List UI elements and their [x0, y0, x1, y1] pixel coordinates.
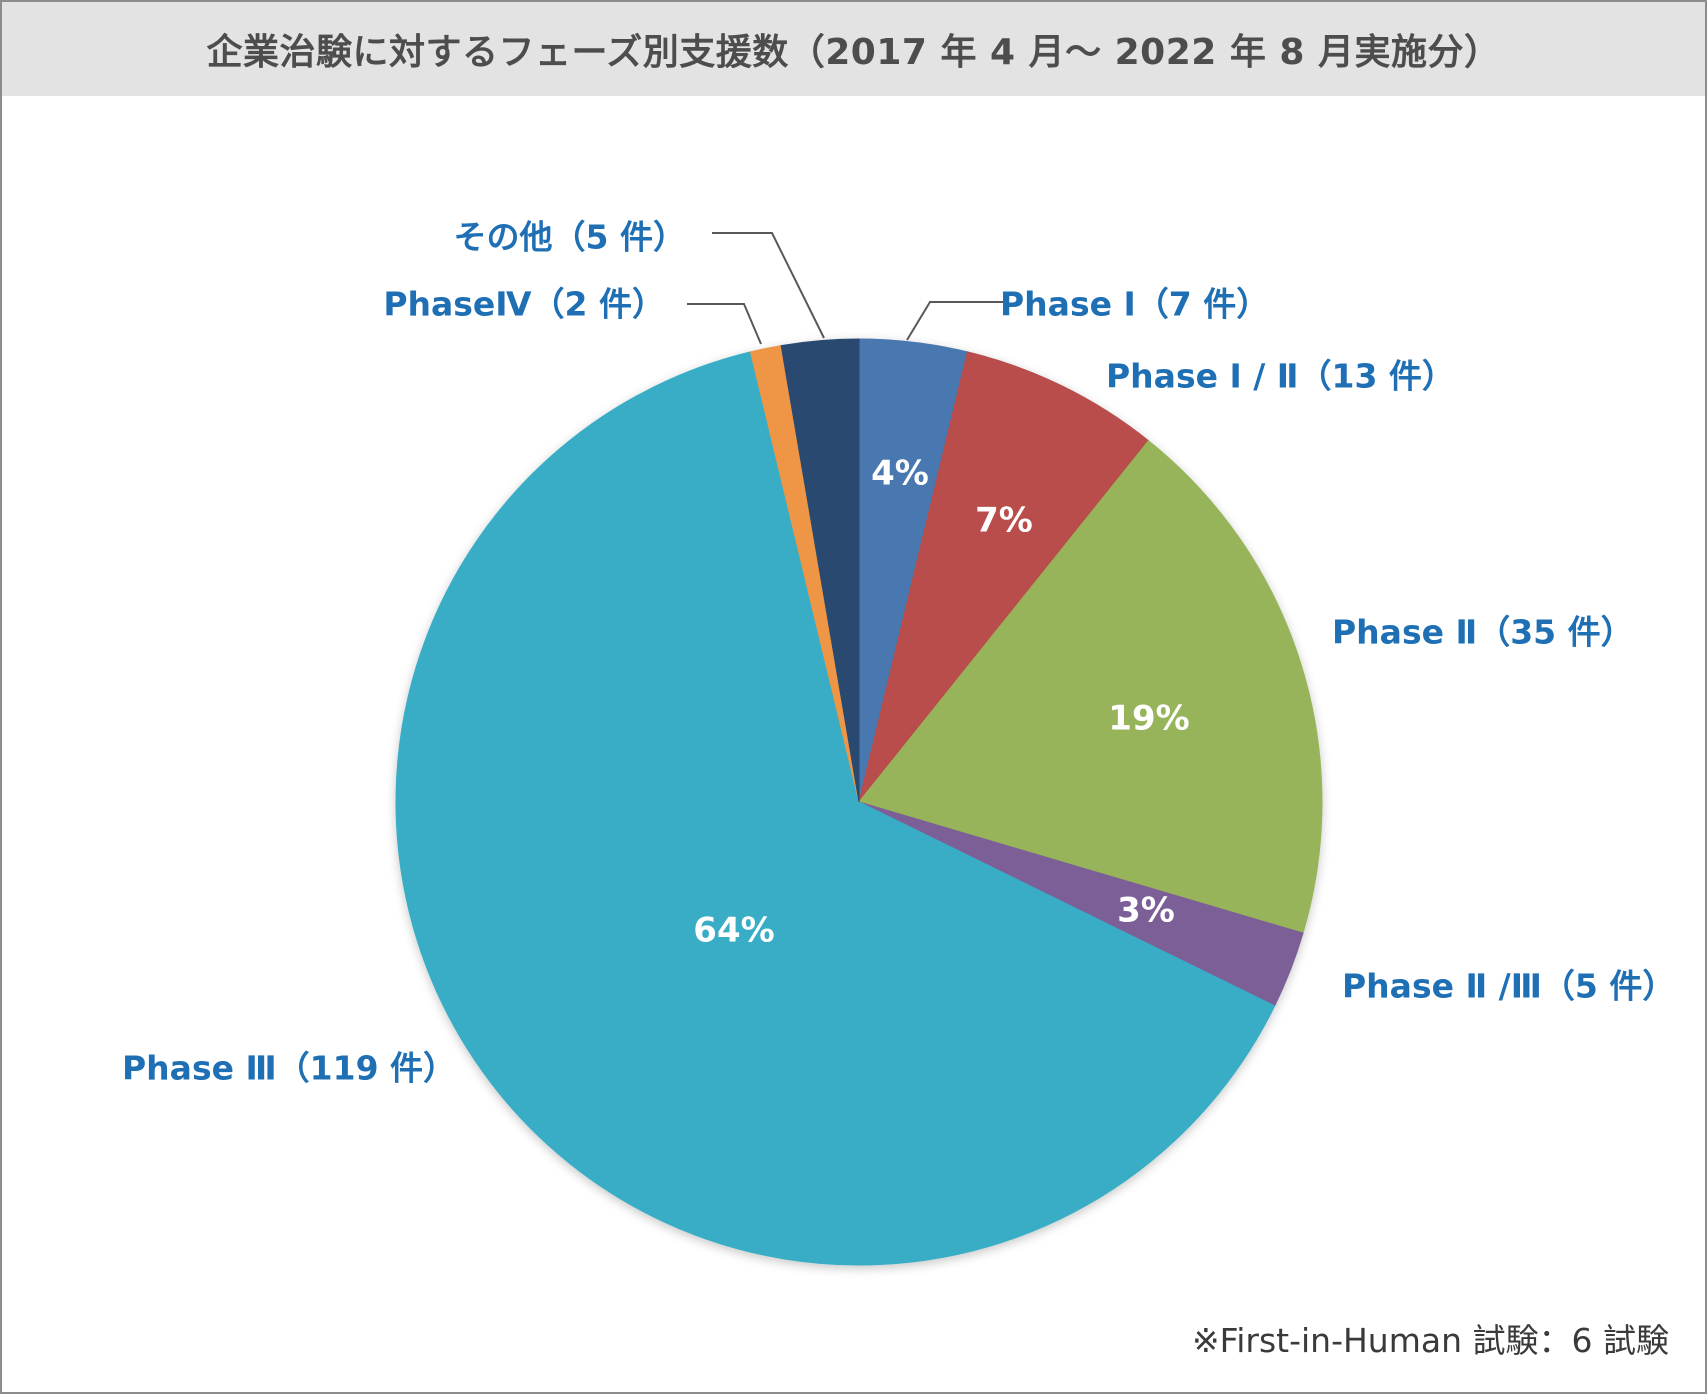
category-label-1: Phase Ⅰ（7 件） — [1000, 285, 1269, 324]
title-bar: 企業治験に対するフェーズ別支援数（2017 年 4 月～ 2022 年 8 月実… — [2, 2, 1705, 96]
category-label-3: Phase Ⅱ（35 件） — [1332, 613, 1634, 652]
leader-line-7 — [712, 232, 825, 339]
category-label-7: その他（5 件） — [454, 218, 686, 257]
leader-line-1 — [906, 301, 1004, 341]
percent-label-3: 19% — [1108, 699, 1189, 739]
pie-slices — [395, 338, 1323, 1266]
category-label-5: Phase Ⅲ（119 件） — [122, 1049, 456, 1088]
chart-title: 企業治験に対するフェーズ別支援数（2017 年 4 月～ 2022 年 8 月実… — [206, 32, 1501, 73]
percent-label-2: 7% — [975, 501, 1033, 541]
category-label-4: Phase Ⅱ /Ⅲ（5 件） — [1342, 967, 1675, 1006]
percent-label-4: 3% — [1117, 891, 1175, 931]
percent-label-1: 4% — [871, 454, 929, 494]
category-label-2: Phase Ⅰ / Ⅱ（13 件） — [1106, 357, 1455, 396]
pie-slice-5 — [395, 351, 1276, 1266]
pie-slice-2 — [858, 351, 1150, 803]
pie-slice-3 — [858, 440, 1323, 934]
category-label-6: PhaseⅣ（2 件） — [383, 285, 665, 324]
percent-label-5: 64% — [693, 911, 774, 951]
footnote: ※First-in-Human 試験：6 試験 — [1192, 1321, 1669, 1360]
pie-slice-7 — [780, 338, 860, 803]
leader-line-6 — [687, 303, 762, 345]
